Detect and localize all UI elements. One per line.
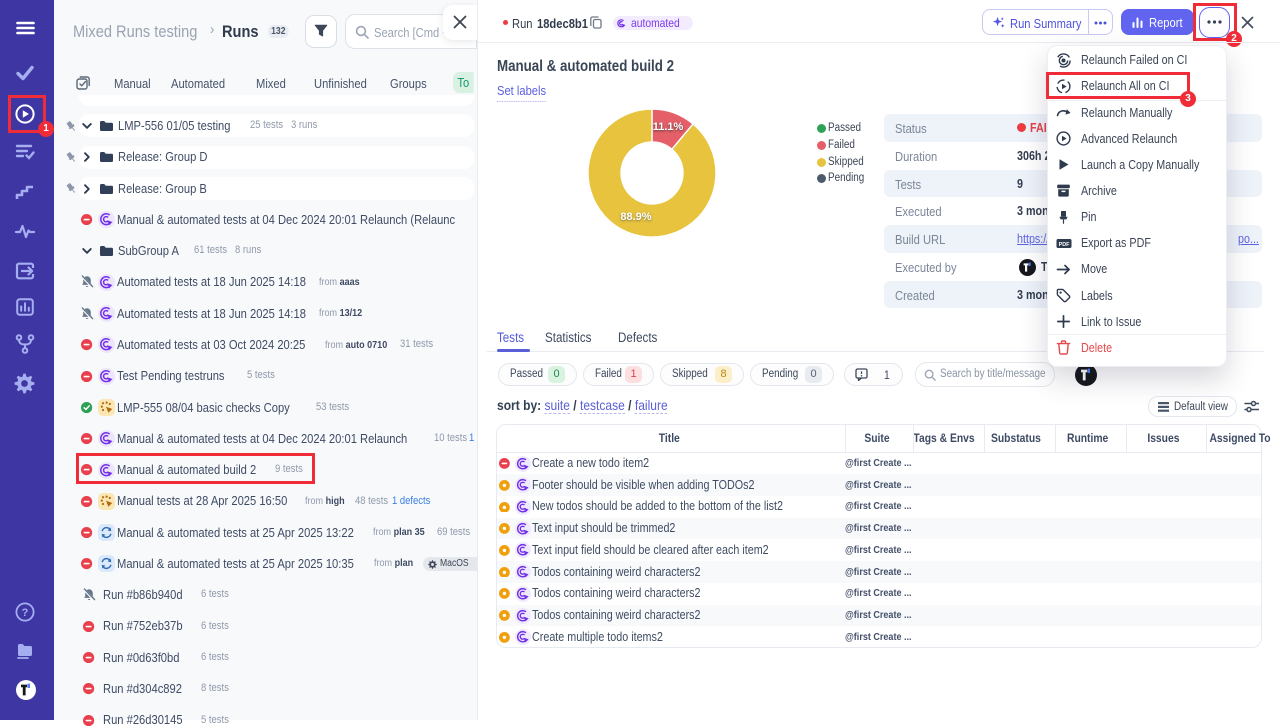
svg-text:11.1%: 11.1% <box>653 121 684 133</box>
svg-text:?: ? <box>22 607 29 619</box>
svg-text:PDF: PDF <box>1059 242 1070 248</box>
svg-text:88.9%: 88.9% <box>620 211 651 223</box>
